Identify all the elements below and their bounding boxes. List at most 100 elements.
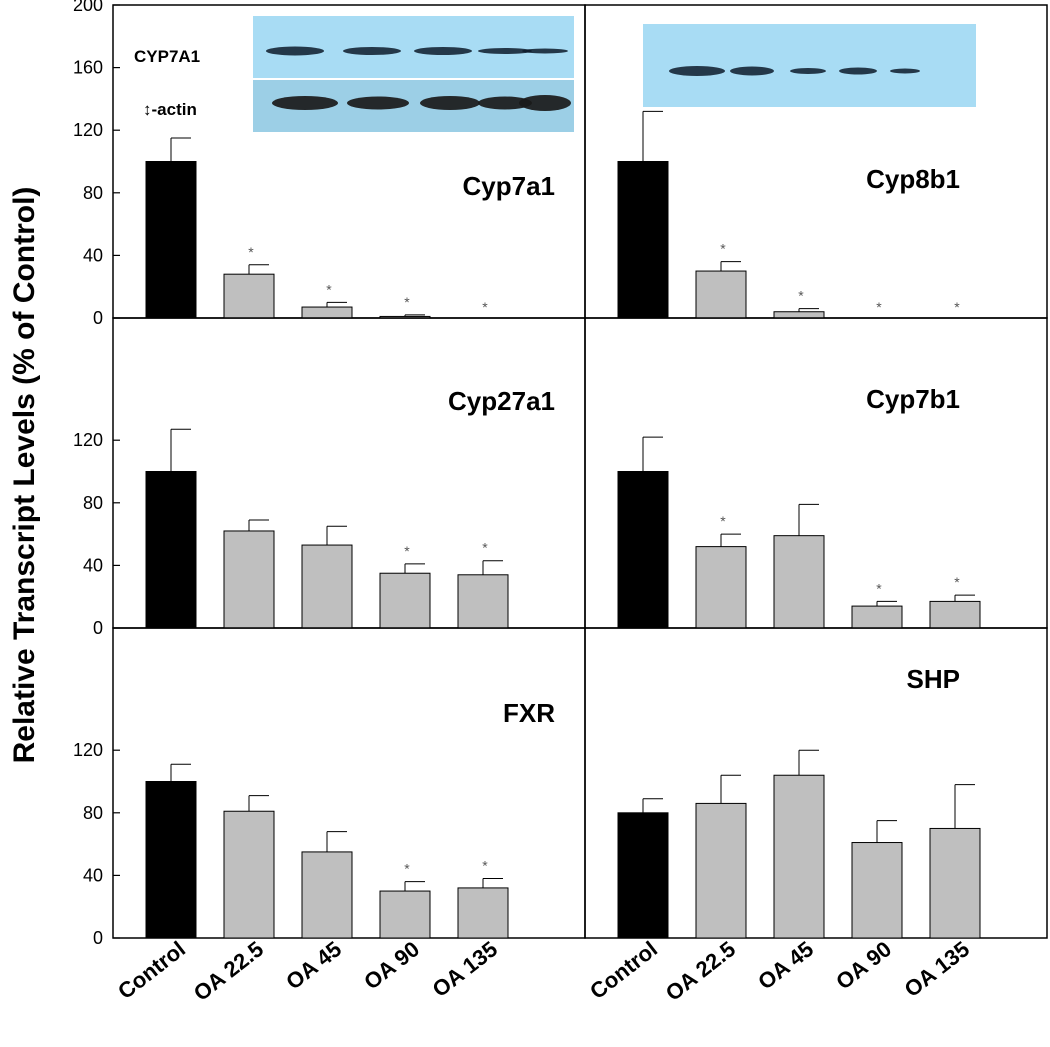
panel-title: Cyp8b1	[866, 164, 960, 194]
significance-marker: *	[954, 299, 960, 315]
significance-marker: *	[482, 540, 488, 556]
bar-oa-135	[929, 827, 981, 939]
bar-oa-45	[773, 311, 825, 319]
y-tick-label: 120	[73, 430, 103, 450]
panels: 0 40 80 120 160 200 * * * * Cyp7a1 * * * * Cyp8b1 0 40 80 1…	[73, 0, 1048, 948]
blot-band	[420, 96, 480, 110]
significance-marker: *	[482, 299, 488, 315]
x-tick-label: OA 22.5	[661, 936, 740, 1006]
y-tick-label: 0	[93, 308, 103, 328]
y-tick-label: 40	[83, 865, 103, 885]
significance-marker: *	[404, 543, 410, 559]
bar-oa-45	[301, 851, 353, 939]
panel-title: Cyp7a1	[463, 171, 556, 201]
y-tick-label: 200	[73, 0, 103, 15]
significance-marker: *	[404, 861, 410, 877]
y-tick-label: 0	[93, 928, 103, 948]
blot-band	[790, 68, 826, 74]
bar-oa-22.5	[695, 802, 747, 939]
y-tick-label: 80	[83, 803, 103, 823]
blot-band	[478, 48, 532, 54]
y-tick-label: 40	[83, 245, 103, 265]
bar-oa-135	[457, 574, 509, 629]
bar-oa-45	[773, 774, 825, 939]
bar-oa-45	[301, 306, 353, 319]
bar-oa-22.5	[223, 273, 275, 319]
blot-band	[343, 47, 401, 55]
bar-control	[145, 471, 197, 629]
bar-oa-90	[851, 605, 903, 629]
panel-cyp27a1: 0 40 80 120 * * Cyp27a1	[73, 317, 586, 638]
significance-marker: *	[248, 244, 254, 260]
blot-label-cyp7a1: CYP7A1	[134, 47, 200, 66]
significance-marker: *	[876, 299, 882, 315]
significance-marker: *	[876, 580, 882, 596]
x-tick-label: Control	[113, 936, 190, 1004]
blot-cyp8b1-background	[643, 24, 976, 107]
significance-marker: *	[798, 288, 804, 304]
bar-control	[617, 471, 669, 629]
y-tick-label: 120	[73, 740, 103, 760]
bar-control	[617, 812, 669, 939]
blot-label-actin: ↕-actin	[143, 100, 197, 119]
significance-marker: *	[954, 574, 960, 590]
y-tick-label: 120	[73, 120, 103, 140]
bar-oa-90	[379, 890, 431, 939]
bar-control	[145, 781, 197, 939]
bar-oa-135	[457, 887, 509, 939]
x-tick-label: OA 45	[281, 936, 346, 994]
significance-marker: *	[720, 241, 726, 257]
y-tick-label: 160	[73, 58, 103, 78]
panel-cyp8b1: * * * * Cyp8b1	[584, 4, 1048, 319]
bar-control	[145, 161, 197, 319]
x-tick-label: Control	[585, 936, 662, 1004]
x-tick-label: OA 45	[753, 936, 818, 994]
bar-oa-22.5	[695, 270, 747, 319]
bar-oa-22.5	[695, 546, 747, 629]
panel-title: Cyp7b1	[866, 384, 960, 414]
panel-fxr: 0 40 80 120 * * FXR	[73, 627, 586, 948]
panel-title: SHP	[907, 664, 960, 694]
panel-cyp7a1: 0 40 80 120 160 200 * * * * Cyp7a1	[73, 0, 586, 328]
x-tick-label: OA 90	[359, 936, 424, 994]
blot-band	[414, 47, 472, 55]
bar-oa-22.5	[223, 810, 275, 939]
bar-control	[617, 161, 669, 319]
bar-oa-45	[301, 544, 353, 629]
blot-band	[347, 96, 409, 110]
bar-oa-45	[773, 535, 825, 629]
bar-oa-90	[379, 572, 431, 629]
significance-marker: *	[326, 281, 332, 297]
x-tick-label: OA 135	[900, 936, 975, 1002]
panel-title: Cyp27a1	[448, 386, 555, 416]
blot-band	[730, 66, 774, 76]
x-tick-label: OA 90	[831, 936, 896, 994]
significance-marker: *	[404, 294, 410, 310]
y-tick-label: 40	[83, 555, 103, 575]
blot-band	[478, 96, 532, 110]
panel-shp: SHP	[584, 627, 1048, 939]
western-blots: CYP7A1 ↕-actin	[134, 16, 976, 132]
blot-band	[519, 95, 571, 111]
blot-band	[266, 46, 324, 56]
y-tick-label: 0	[93, 618, 103, 638]
blot-band	[272, 96, 338, 110]
blot-band	[522, 48, 568, 54]
significance-marker: *	[482, 858, 488, 874]
y-tick-label: 80	[83, 493, 103, 513]
y-axis-label: Relative Transcript Levels (% of Control…	[8, 187, 41, 764]
blot-band	[839, 67, 877, 75]
x-tick-label: OA 22.5	[189, 936, 268, 1006]
significance-marker: *	[720, 513, 726, 529]
y-tick-label: 80	[83, 183, 103, 203]
panel-title: FXR	[503, 698, 555, 728]
blot-band	[890, 68, 920, 74]
bar-oa-90	[851, 842, 903, 939]
bar-oa-135	[929, 600, 981, 629]
bar-oa-22.5	[223, 530, 275, 629]
panel-cyp7b1: * * * Cyp7b1	[584, 317, 1048, 629]
x-tick-label: OA 135	[428, 936, 503, 1002]
blot-band	[669, 66, 725, 76]
